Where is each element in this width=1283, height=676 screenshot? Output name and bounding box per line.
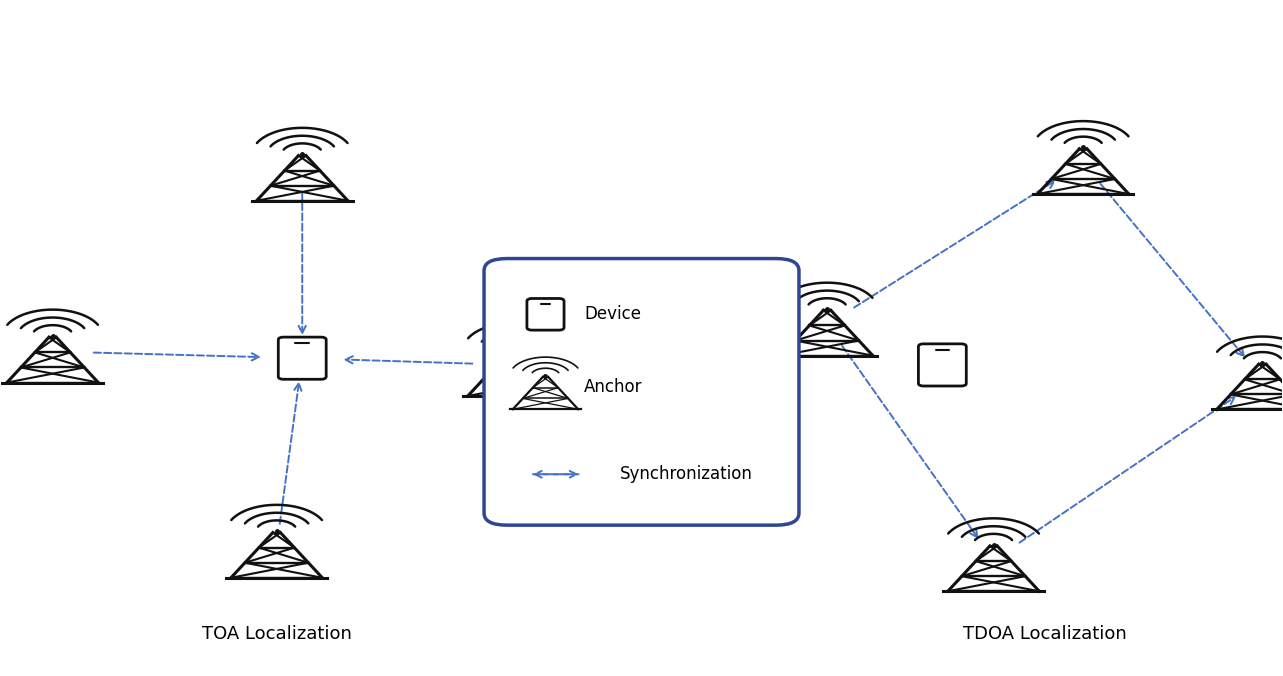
FancyBboxPatch shape [278,337,326,379]
FancyBboxPatch shape [527,299,565,330]
FancyBboxPatch shape [484,258,799,525]
Text: TOA Localization: TOA Localization [201,625,352,644]
FancyBboxPatch shape [919,344,966,386]
Text: Synchronization: Synchronization [620,465,753,483]
Text: Device: Device [584,306,642,323]
Text: TDOA Localization: TDOA Localization [964,625,1126,644]
Text: Anchor: Anchor [584,378,643,396]
